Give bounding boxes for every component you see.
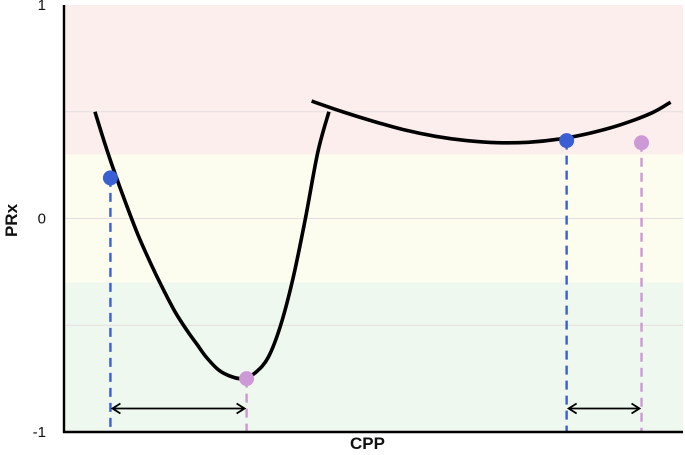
data-point-1 (239, 371, 255, 387)
arrow-head-left-0 (110, 402, 121, 415)
band-2 (64, 282, 683, 432)
y-tick-label-1: 0 (38, 211, 46, 228)
data-point-2 (559, 133, 575, 149)
y-tick-label-0: 1 (38, 0, 46, 14)
data-markers (102, 133, 650, 387)
band-0 (64, 5, 683, 155)
arrow-1 (566, 402, 642, 415)
cpp-arrows (110, 402, 642, 415)
y-tick-label-2: -1 (33, 424, 46, 441)
prx-curve-0 (93, 111, 331, 381)
data-point-3 (634, 135, 650, 151)
grid-lines (64, 111, 683, 326)
arrow-head-right-0 (236, 402, 247, 415)
x-axis-title: CPP (350, 434, 385, 453)
prx-curves (93, 99, 672, 381)
prx-curve-1 (311, 99, 672, 145)
arrow-head-right-1 (631, 402, 642, 415)
arrow-head-left-1 (566, 402, 578, 415)
y-tick-labels: 1 0 -1 (33, 0, 46, 441)
arrow-0 (110, 402, 247, 415)
data-point-0 (102, 170, 118, 186)
guide-lines (109, 140, 643, 432)
y-axis-title: PRx (2, 203, 21, 237)
